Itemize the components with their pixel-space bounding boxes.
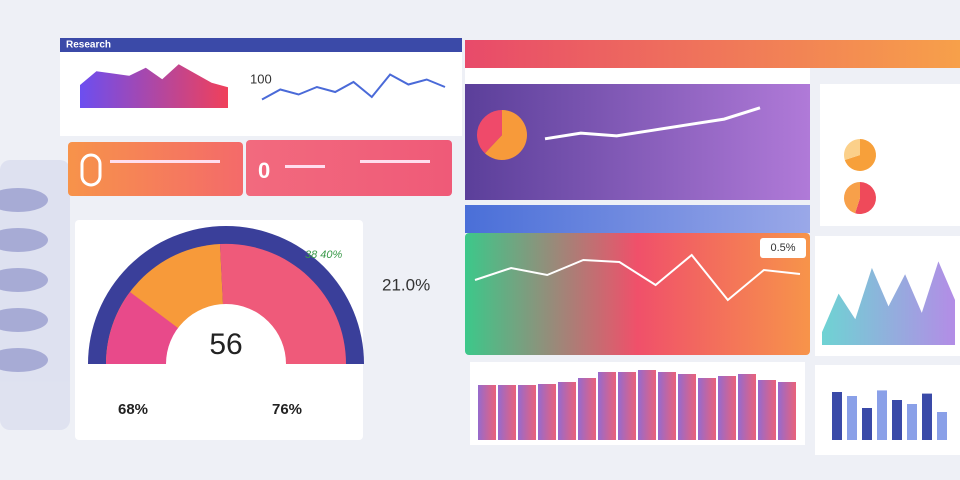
- bar: [638, 370, 656, 440]
- bar: [907, 404, 917, 440]
- pie-slice: [844, 139, 860, 160]
- top-header: [60, 38, 462, 52]
- line: [474, 253, 801, 302]
- bar: [847, 396, 857, 440]
- trend-header: [465, 40, 960, 68]
- side-stat: 21.0%: [382, 275, 430, 294]
- pie-slice: [844, 182, 860, 214]
- bar: [937, 412, 947, 440]
- kpi-card: [246, 140, 452, 196]
- bar: [598, 372, 616, 440]
- bar: [778, 382, 796, 440]
- bar: [538, 384, 556, 440]
- bar: [862, 408, 872, 440]
- pie-slice: [855, 182, 876, 215]
- kpi-value: 0: [258, 158, 270, 183]
- bar: [758, 380, 776, 440]
- wave-header: [465, 205, 810, 233]
- wave-body: [465, 233, 810, 355]
- text-placeholder: [285, 165, 325, 168]
- bar: [498, 385, 516, 440]
- bar: [478, 385, 496, 440]
- wave-badge: [760, 238, 806, 258]
- title: Research: [66, 40, 111, 51]
- bar: [832, 392, 842, 440]
- gauge-side: 38 40%: [305, 249, 343, 261]
- kpi-icon: [80, 153, 102, 187]
- bar: [738, 374, 756, 440]
- bar: [718, 376, 736, 440]
- bar: [518, 385, 536, 440]
- bar: [578, 378, 596, 440]
- pie-slice: [844, 139, 876, 171]
- kpi-card: [68, 142, 243, 196]
- line: [544, 106, 761, 141]
- line-label: 100: [250, 71, 272, 86]
- text-placeholder: [110, 160, 220, 163]
- bar: [618, 372, 636, 440]
- text-placeholder: [360, 160, 430, 163]
- bar: [658, 372, 676, 440]
- line: [261, 73, 446, 101]
- pie-slice: [484, 110, 527, 161]
- bar: [698, 378, 716, 440]
- bar: [678, 374, 696, 440]
- bar: [892, 400, 902, 440]
- bar: [877, 390, 887, 440]
- decor-stack: [0, 160, 70, 430]
- wave-label: 0.5%: [770, 242, 795, 254]
- gauge-center: [166, 304, 286, 364]
- pie-slice: [476, 110, 502, 154]
- gauge-value: 56: [209, 328, 242, 361]
- gauge-right: 76%: [272, 401, 302, 418]
- bar: [558, 382, 576, 440]
- side-panel: [820, 84, 960, 226]
- area: [80, 64, 228, 108]
- bar: [922, 393, 932, 440]
- gauge-left: 68%: [118, 401, 148, 418]
- area: [822, 261, 955, 345]
